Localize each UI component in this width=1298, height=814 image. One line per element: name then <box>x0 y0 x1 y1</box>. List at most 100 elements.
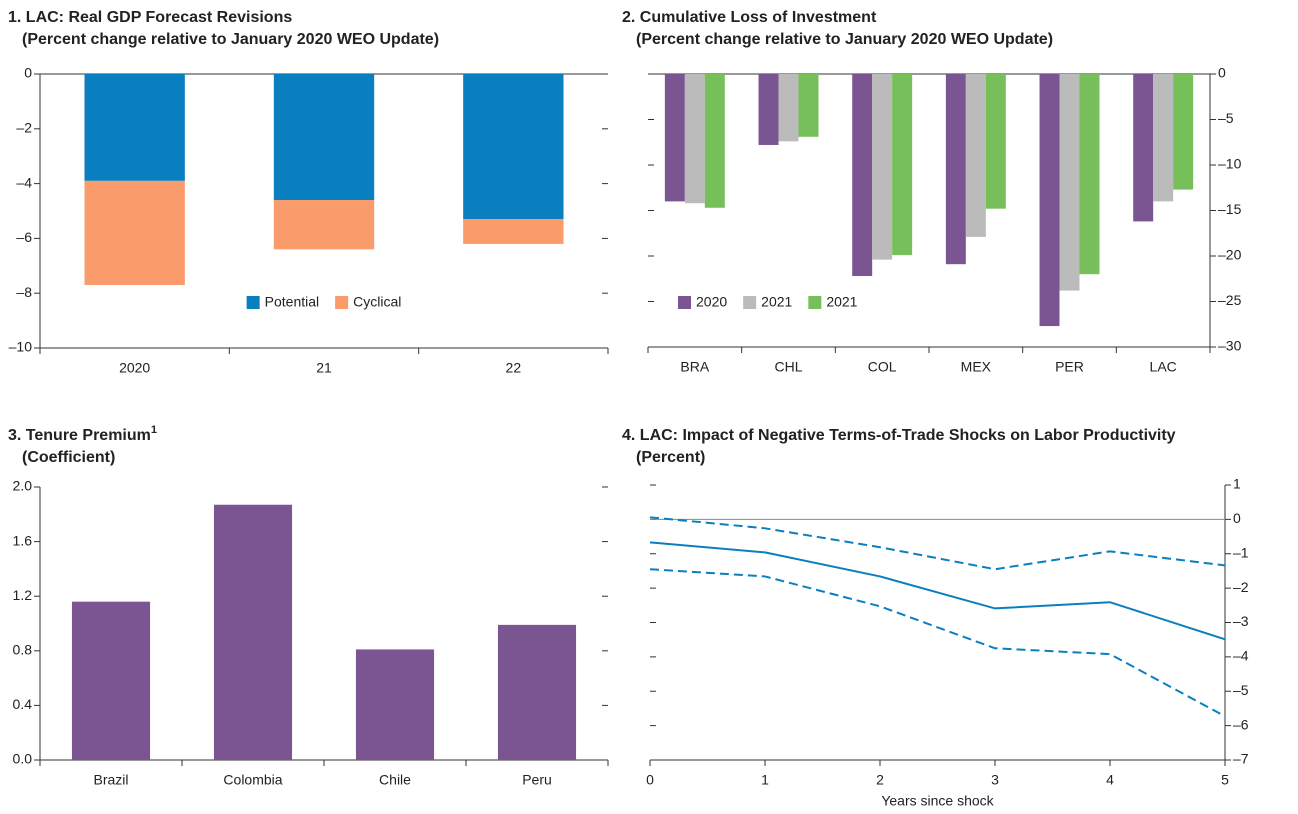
y-tick-label: 1.2 <box>13 587 33 603</box>
x-tick-label: CHL <box>774 359 802 375</box>
chart-subtitle: (Percent) <box>636 449 705 466</box>
line-series <box>649 541 1226 641</box>
x-tick-label: PER <box>1055 359 1084 375</box>
x-tick-label: 2 <box>876 772 884 788</box>
y-tick-label: –4 <box>16 174 32 190</box>
y-tick-label: 0 <box>1233 510 1241 526</box>
chart-title: 3. Tenure Premium1 <box>8 424 157 444</box>
legend-swatch <box>808 296 822 309</box>
bar <box>945 74 966 265</box>
y-tick-label: 0.0 <box>13 751 33 767</box>
y-tick-label: –25 <box>1218 292 1242 308</box>
bar <box>463 219 564 244</box>
x-tick-label: COL <box>868 359 897 375</box>
bar <box>758 74 779 145</box>
x-tick-label: 21 <box>316 360 332 376</box>
bar <box>872 74 893 260</box>
title-text: 2. Cumulative Loss of Investment <box>622 9 877 26</box>
x-tick-label: LAC <box>1150 359 1177 375</box>
y-tick-label: 0 <box>1218 65 1226 81</box>
chart-title: 2. Cumulative Loss of Investment <box>622 9 877 26</box>
y-tick-label: –5 <box>1218 110 1234 126</box>
chart-subtitle: (Percent change relative to January 2020… <box>22 31 439 48</box>
y-tick-label: 0.4 <box>13 696 33 712</box>
legend-label: 2020 <box>696 294 727 310</box>
x-tick-label: MEX <box>961 359 992 375</box>
x-tick-label: 22 <box>506 360 522 376</box>
title-text: 3. Tenure Premium <box>8 427 151 444</box>
bar <box>84 74 185 181</box>
y-tick-label: –30 <box>1218 338 1242 354</box>
bar <box>1039 74 1060 327</box>
bar <box>684 74 705 204</box>
bar <box>273 74 375 201</box>
bar <box>1153 74 1174 202</box>
legend-swatch <box>335 296 349 309</box>
y-tick-label: 2.0 <box>13 478 33 494</box>
y-tick-label: –1 <box>1233 544 1249 560</box>
y-tick-label: –10 <box>9 339 33 355</box>
x-tick-label: 4 <box>1106 772 1114 788</box>
x-tick-label: Peru <box>522 772 552 788</box>
legend-swatch <box>743 296 757 309</box>
chart-title: 1. LAC: Real GDP Forecast Revisions <box>8 9 292 26</box>
bar <box>965 74 986 237</box>
chart-subtitle: (Coefficient) <box>22 449 115 466</box>
x-tick-label: BRA <box>680 359 709 375</box>
bar <box>664 74 685 202</box>
y-tick-label: –20 <box>1218 247 1242 263</box>
bar <box>355 649 435 760</box>
bar <box>213 504 293 760</box>
chart-title: 4. LAC: Impact of Negative Terms-of-Trad… <box>622 427 1176 444</box>
legend-label: Potential <box>265 294 319 310</box>
y-tick-label: –6 <box>16 229 32 245</box>
y-tick-label: –7 <box>1233 751 1249 767</box>
bar <box>1079 74 1100 275</box>
legend-label: 2021 <box>826 294 857 310</box>
line-series <box>649 568 1226 718</box>
bar <box>71 601 151 760</box>
y-tick-label: 0 <box>24 65 32 81</box>
bar <box>273 200 375 250</box>
line-series <box>649 516 1226 571</box>
legend-swatch <box>246 296 260 309</box>
bar <box>1059 74 1080 291</box>
bar <box>1173 74 1194 190</box>
y-tick-label: –6 <box>1233 716 1249 732</box>
legend-label: 2021 <box>761 294 792 310</box>
y-tick-label: –2 <box>1233 579 1249 595</box>
x-tick-label: 0 <box>646 772 654 788</box>
y-tick-label: 0.8 <box>13 642 33 658</box>
title-text: 4. LAC: Impact of Negative Terms-of-Trad… <box>622 427 1176 444</box>
bar <box>84 180 185 285</box>
x-tick-label: 1 <box>761 772 769 788</box>
bar <box>985 74 1006 209</box>
y-tick-label: –4 <box>1233 648 1249 664</box>
y-tick-label: –8 <box>16 284 32 300</box>
x-tick-label: Brazil <box>93 772 128 788</box>
bar <box>852 74 873 277</box>
bar <box>798 74 819 137</box>
title-text: 1. LAC: Real GDP Forecast Revisions <box>8 9 292 26</box>
chart-subtitle: (Percent change relative to January 2020… <box>636 31 1053 48</box>
y-tick-label: –3 <box>1233 613 1249 629</box>
y-tick-label: –2 <box>16 120 32 136</box>
y-tick-label: –15 <box>1218 201 1242 217</box>
x-tick-label: Chile <box>379 772 411 788</box>
x-tick-label: Colombia <box>223 772 282 788</box>
y-tick-label: –5 <box>1233 682 1249 698</box>
bar <box>1133 74 1154 222</box>
bar <box>463 74 564 220</box>
bar <box>497 624 577 760</box>
bar <box>892 74 913 256</box>
x-axis-label: Years since shock <box>881 793 994 809</box>
legend-swatch <box>678 296 691 309</box>
title-note: 1 <box>151 424 157 436</box>
x-tick-label: 3 <box>991 772 999 788</box>
x-tick-label: 5 <box>1221 772 1229 788</box>
bar <box>778 74 799 142</box>
legend-label: Cyclical <box>353 294 401 310</box>
y-tick-label: 1.6 <box>13 532 33 548</box>
x-tick-label: 2020 <box>119 360 150 376</box>
